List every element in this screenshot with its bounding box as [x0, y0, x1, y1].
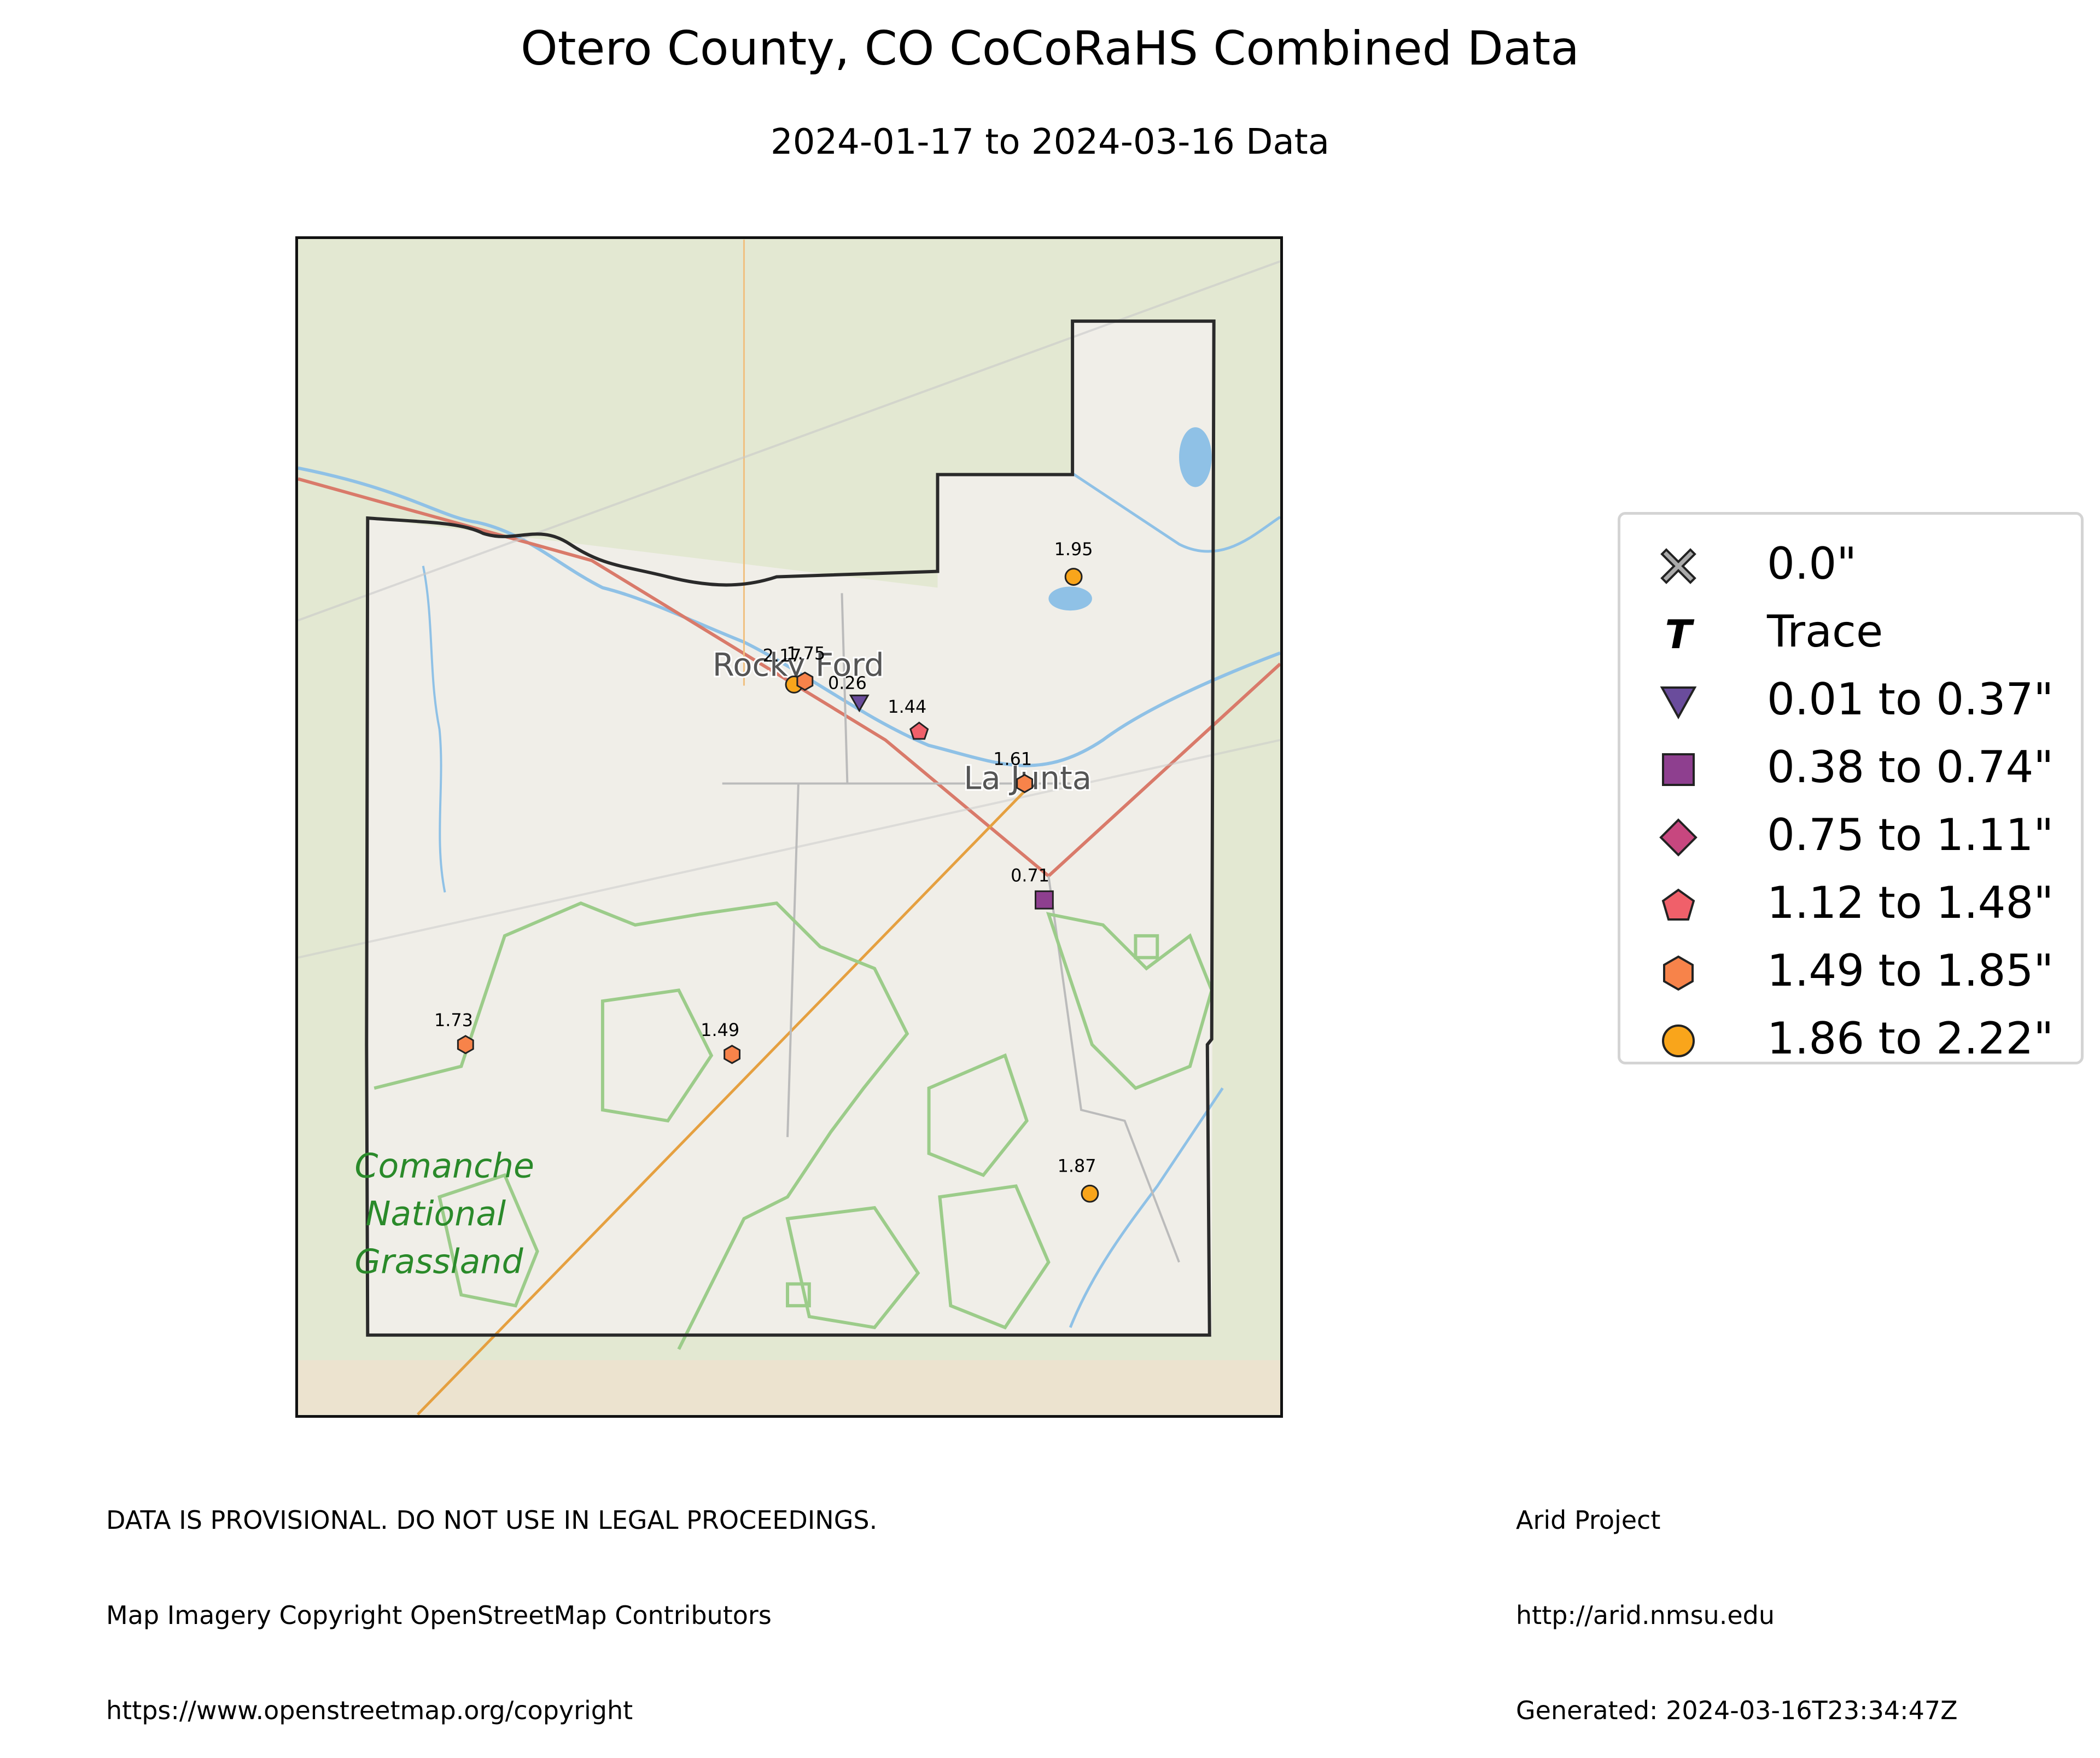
- creek-south: [1069, 1087, 1224, 1328]
- station-markers[interactable]: 1.95 2.17 1.75 0.26 1.44: [434, 539, 1099, 1203]
- footer-line: DATA IS PROVISIONAL. DO NOT USE IN LEGAL…: [106, 1505, 878, 1535]
- triangle-down-icon: [1660, 686, 1697, 720]
- map-canvas[interactable]: Rocky Ford La Junta Comanche National Gr…: [298, 239, 1280, 1415]
- circle-icon[interactable]: [1064, 568, 1083, 586]
- station-marker[interactable]: 1.44: [888, 696, 929, 740]
- road-local: [841, 593, 849, 784]
- legend-label: 0.38 to 0.74": [1767, 742, 2054, 793]
- station-marker[interactable]: 2.17: [763, 645, 803, 694]
- legend-item-range-4: 1.12 to 1.48": [1620, 870, 2081, 938]
- map-panel[interactable]: Rocky Ford La Junta Comanche National Gr…: [295, 236, 1283, 1418]
- legend-label: 0.75 to 1.11": [1767, 810, 2054, 860]
- road-local: [1047, 876, 1180, 1263]
- footer-disclaimer: DATA IS PROVISIONAL. DO NOT USE IN LEGAL…: [106, 1441, 877, 1758]
- footer-credits: Arid Project http://arid.nmsu.edu Genera…: [1516, 1441, 1958, 1758]
- t-icon: T: [1665, 614, 1694, 654]
- legend-item-range-3: 0.75 to 1.11": [1620, 802, 2081, 870]
- legend-item-range-2: 0.38 to 0.74": [1620, 735, 2081, 802]
- county-boundary: [365, 319, 1216, 1337]
- svg-text:T: T: [1665, 614, 1694, 654]
- pentagon-icon: [1661, 888, 1695, 921]
- diamond-icon: [1659, 818, 1698, 857]
- highway-50: [298, 477, 1280, 878]
- grassland-label-line-3: Grassland: [354, 1242, 523, 1281]
- station-marker[interactable]: 1.75: [786, 643, 825, 691]
- circle-icon[interactable]: [1081, 1184, 1099, 1203]
- grassland-label-line-2: National: [365, 1194, 506, 1233]
- railway: [417, 788, 1028, 1415]
- station-marker[interactable]: 1.87: [1058, 1155, 1099, 1203]
- legend-label: 1.49 to 1.85": [1767, 945, 2054, 996]
- station-value: 1.75: [786, 643, 825, 664]
- legend-label: 0.0": [1767, 538, 1857, 589]
- arkansas-river: [298, 466, 1280, 767]
- station-marker[interactable]: 1.73: [434, 1010, 474, 1055]
- station-marker[interactable]: 1.95: [1054, 539, 1093, 586]
- lake-icon: [1048, 586, 1092, 611]
- station-marker[interactable]: 1.49: [701, 1020, 740, 1064]
- station-value: 1.73: [434, 1010, 473, 1031]
- hexagon-icon[interactable]: [1016, 773, 1034, 794]
- legend-item-range-5: 1.49 to 1.85": [1620, 938, 2081, 1006]
- legend-label: 1.12 to 1.48": [1767, 877, 2054, 928]
- footer-line: Map Imagery Copyright OpenStreetMap Cont…: [106, 1600, 772, 1630]
- station-marker[interactable]: 0.71: [1011, 865, 1054, 910]
- station-value: 1.87: [1058, 1155, 1096, 1176]
- creek-north: [1071, 472, 1280, 553]
- station-value: 1.95: [1054, 539, 1093, 560]
- footer-line: https://www.openstreetmap.org/copyright: [106, 1696, 633, 1725]
- hexagon-icon[interactable]: [457, 1035, 474, 1055]
- grassland-label-line-1: Comanche: [354, 1146, 534, 1185]
- legend-item-zero: 0.0": [1620, 531, 2081, 599]
- station-value: 1.61: [993, 749, 1032, 770]
- legend-label: 0.01 to 0.37": [1767, 674, 2054, 725]
- legend-label: 1.86 to 2.22": [1767, 1013, 2054, 1064]
- creek-west: [422, 566, 446, 893]
- hexagon-icon[interactable]: [796, 671, 814, 691]
- x-icon: [1660, 548, 1696, 584]
- legend-item-range-1: 0.01 to 0.37": [1620, 667, 2081, 735]
- hexagon-icon[interactable]: [724, 1045, 740, 1064]
- road-local: [786, 783, 800, 1137]
- legend: 0.0" T Trace 0.01 to 0.37" 0.38 to 0.74"…: [1618, 512, 2084, 1064]
- station-value: 1.49: [701, 1020, 739, 1040]
- station-value: 2.17: [763, 645, 802, 666]
- station-value: 0.71: [1011, 865, 1049, 886]
- square-icon[interactable]: [1035, 890, 1054, 910]
- station-marker[interactable]: 0.26: [828, 672, 870, 713]
- chart-subtitle: 2024-01-17 to 2024-03-16 Data: [771, 122, 1329, 162]
- footer-line: Arid Project: [1516, 1505, 1661, 1535]
- chart-title: Otero County, CO CoCoRaHS Combined Data: [521, 21, 1579, 76]
- circle-icon: [1662, 1024, 1695, 1057]
- footer-line: http://arid.nmsu.edu: [1516, 1600, 1775, 1630]
- legend-label: Trace: [1767, 606, 1883, 657]
- station-marker[interactable]: 1.61: [993, 749, 1034, 794]
- lake-icon: [1179, 427, 1212, 487]
- pentagon-icon[interactable]: [909, 721, 929, 740]
- legend-item-range-6: 1.86 to 2.22": [1620, 1006, 2081, 1061]
- legend-item-trace: T Trace: [1620, 599, 2081, 667]
- hexagon-icon: [1663, 955, 1694, 991]
- footer-line: Generated: 2024-03-16T23:34:47Z: [1516, 1696, 1958, 1725]
- station-value: 0.26: [828, 672, 867, 693]
- square-icon: [1662, 753, 1695, 786]
- road-diagonal: [298, 738, 1280, 959]
- station-value: 1.44: [888, 696, 926, 717]
- triangle-down-icon[interactable]: [849, 694, 870, 713]
